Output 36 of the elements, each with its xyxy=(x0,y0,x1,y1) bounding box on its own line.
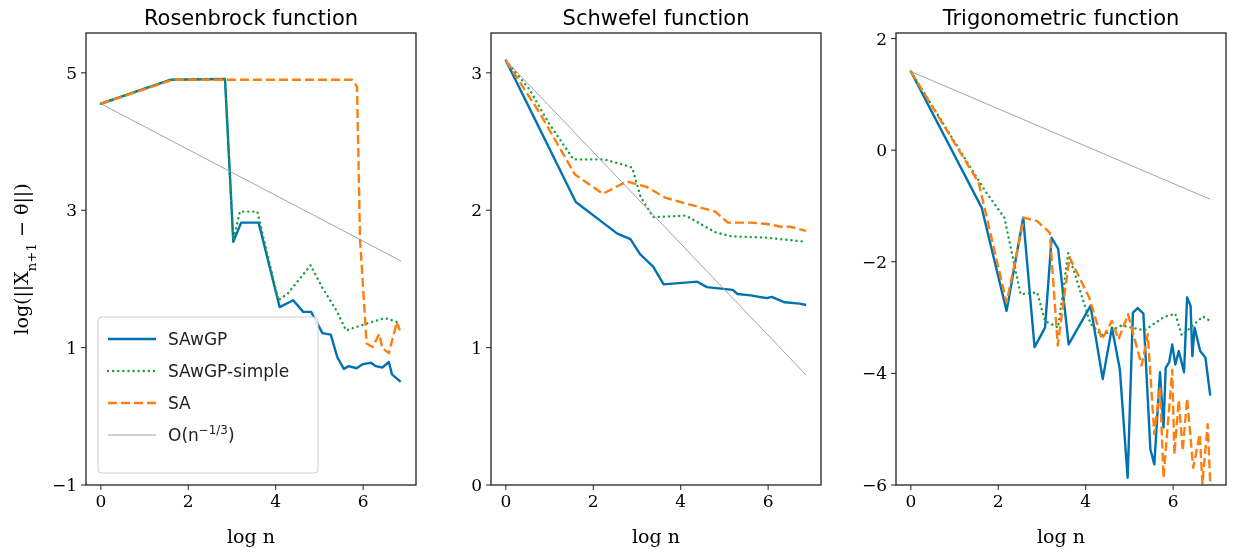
y-tick-label: 2 xyxy=(471,200,482,221)
y-tick-label: 1 xyxy=(471,337,482,358)
y-tick-label: 0 xyxy=(471,475,482,495)
x-tick-label: 6 xyxy=(357,491,369,511)
x-tick-label: 0 xyxy=(905,491,917,511)
x-axis-title: log n xyxy=(1037,525,1085,547)
legend-label: O(n$^{−1/3}$) xyxy=(168,423,235,445)
x-tick-label: 2 xyxy=(182,491,194,511)
x-tick-label: 4 xyxy=(1080,491,1092,511)
x-tick-label: 0 xyxy=(95,491,107,511)
x-axis-title: log n xyxy=(227,525,275,547)
y-tick-label: 5 xyxy=(66,62,77,83)
legend-label: SAwGP xyxy=(168,329,228,349)
legend-label: SAwGP-simple xyxy=(168,361,290,381)
chart-title: Schwefel function xyxy=(562,6,750,30)
x-tick-label: 6 xyxy=(762,491,774,511)
legend-label: SA xyxy=(168,393,192,413)
y-tick-label: −6 xyxy=(861,475,887,495)
y-tick-label: 1 xyxy=(66,337,77,358)
x-tick-label: 0 xyxy=(500,491,512,511)
x-tick-label: 6 xyxy=(1167,491,1179,511)
x-tick-label: 2 xyxy=(587,491,599,511)
y-tick-label: −1 xyxy=(51,475,77,495)
chart-title: Trigonometric function xyxy=(941,6,1180,30)
y-tick-label: 3 xyxy=(471,62,482,83)
x-tick-label: 4 xyxy=(270,491,282,511)
y-tick-label: −2 xyxy=(861,251,887,272)
line-series xyxy=(909,70,1212,337)
chart-title: Rosenbrock function xyxy=(143,6,359,30)
y-tick-label: 0 xyxy=(876,140,887,161)
x-tick-label: 2 xyxy=(992,491,1004,511)
x-axis-title: log n xyxy=(632,525,680,547)
y-tick-label: −4 xyxy=(861,363,887,384)
x-tick-label: 4 xyxy=(675,491,687,511)
y-tick-label: 2 xyxy=(876,28,887,49)
y-tick-label: 3 xyxy=(66,200,77,221)
